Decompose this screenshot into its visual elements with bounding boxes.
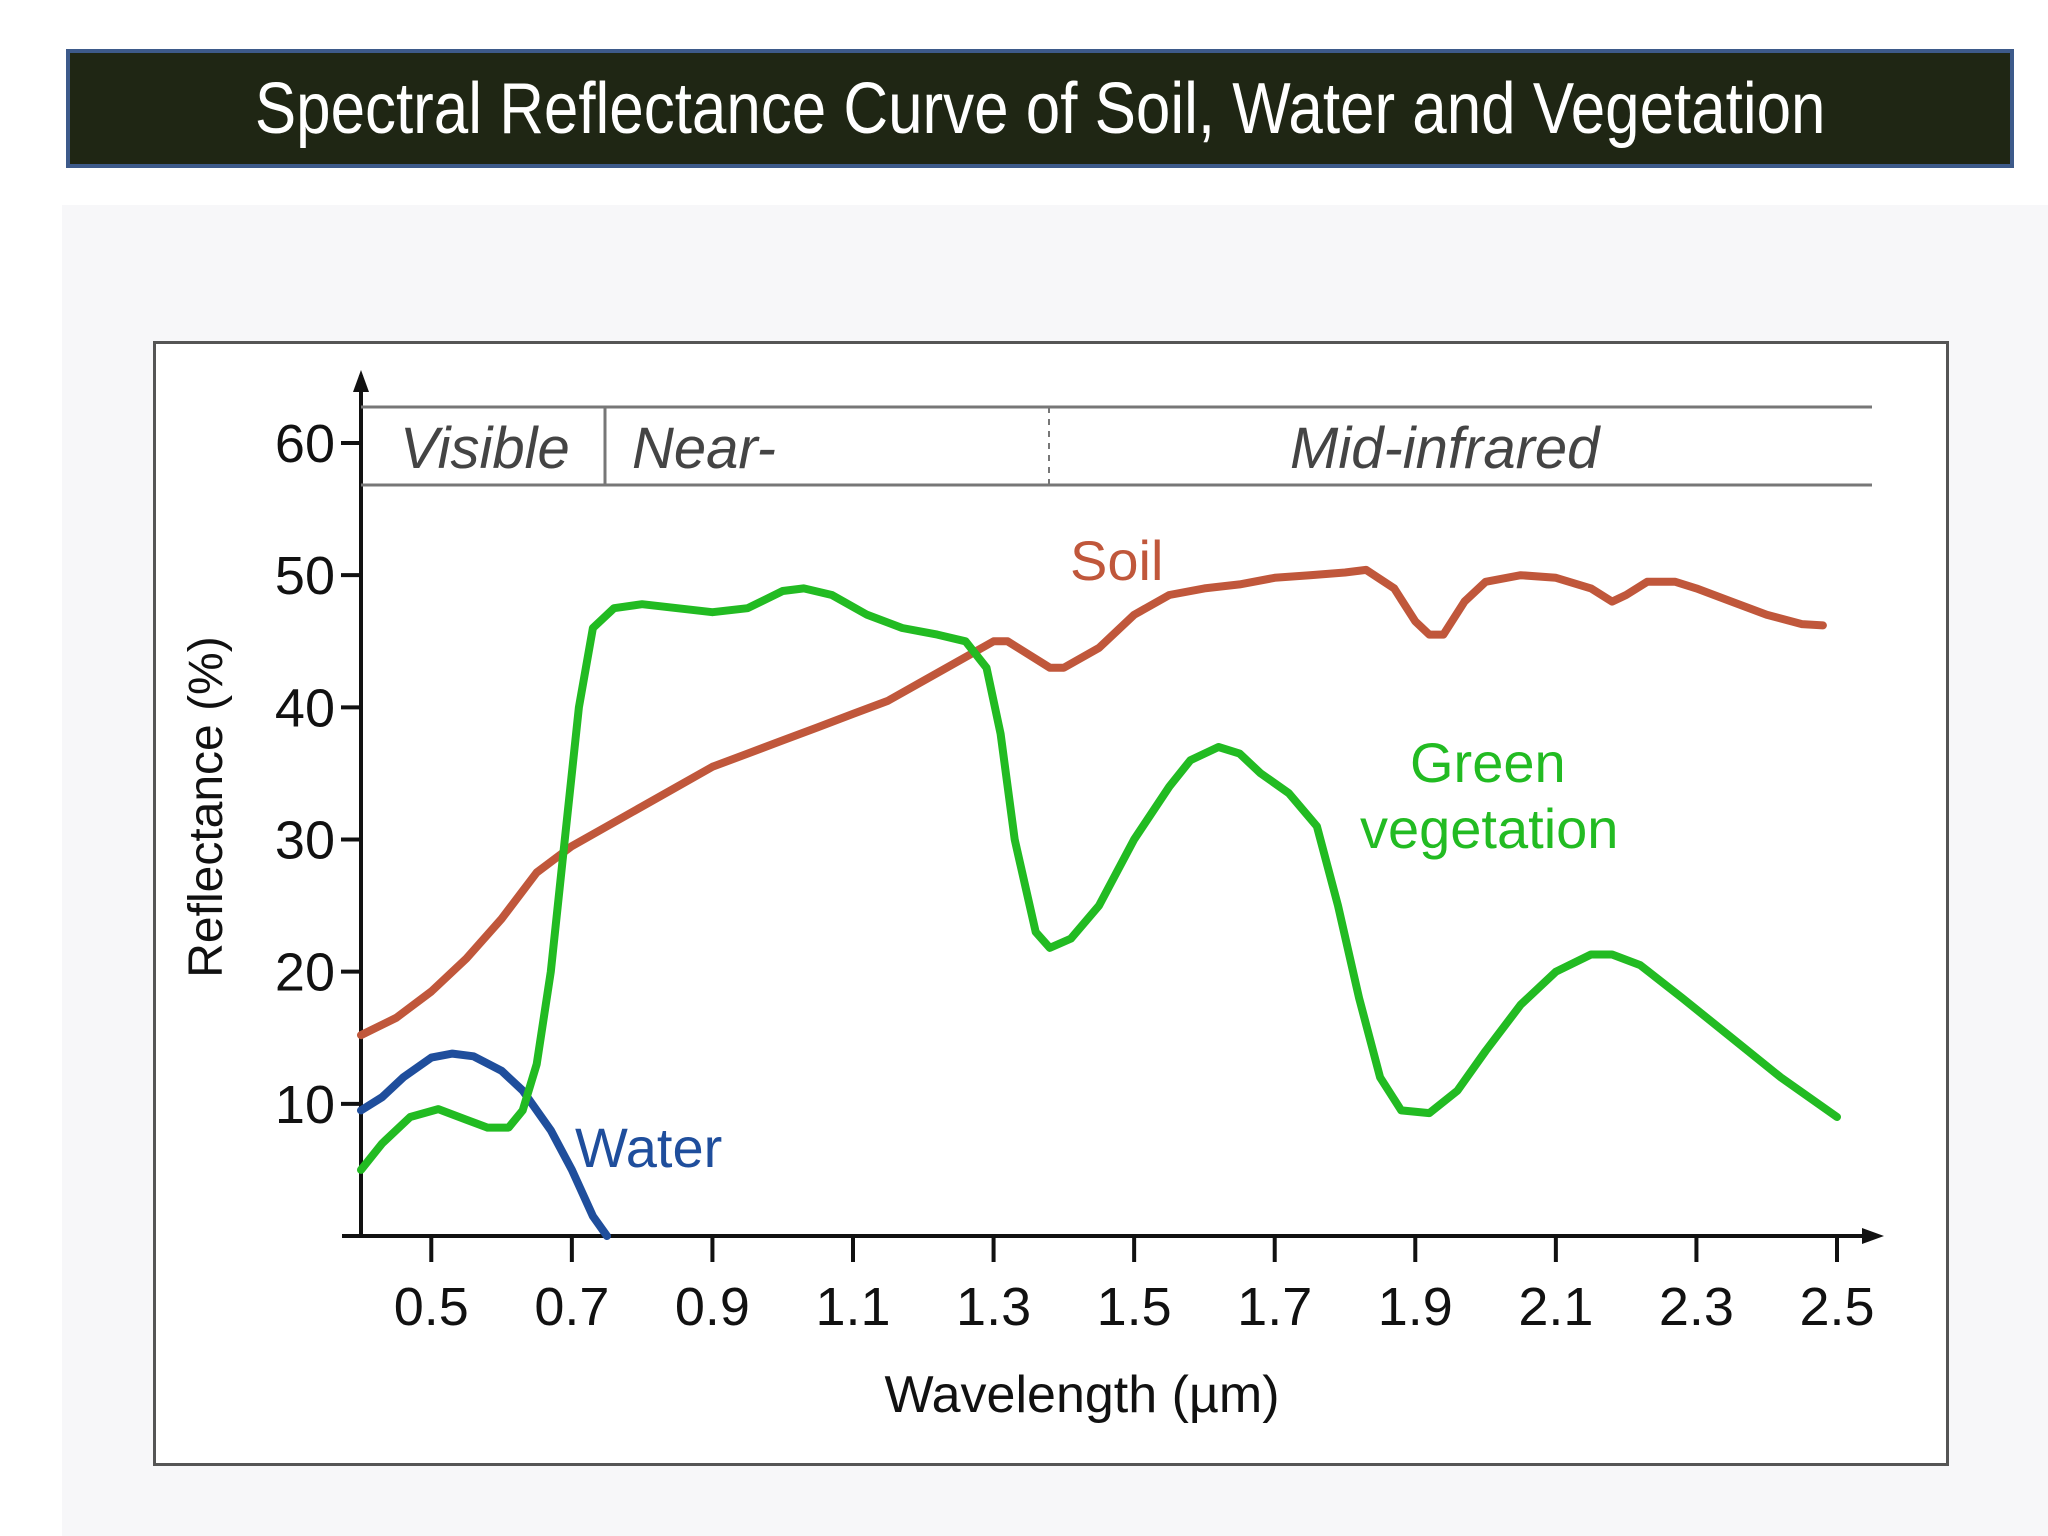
x-tick-label: 1.3: [956, 1277, 1031, 1337]
x-tick-label: 2.1: [1518, 1277, 1593, 1337]
title-bar: Spectral Reflectance Curve of Soil, Wate…: [66, 49, 2014, 168]
region-label-visible: Visible: [400, 416, 570, 481]
y-tick-label: 50: [275, 546, 335, 606]
x-tick-label: 1.1: [815, 1277, 890, 1337]
series-line-green-vegetation: [357, 584, 1841, 1174]
page-title: Spectral Reflectance Curve of Soil, Wate…: [254, 68, 1826, 149]
vegetation-annotation-line1: Green: [1410, 731, 1566, 794]
x-tick-label: 0.7: [534, 1277, 609, 1337]
series-line-soil: [357, 565, 1827, 1040]
x-tick-label: 1.7: [1237, 1277, 1312, 1337]
y-axis-title: Reflectance (%): [180, 636, 233, 977]
x-tick-label: 0.9: [675, 1277, 750, 1337]
x-tick-label: 2.3: [1659, 1277, 1734, 1337]
axis-ticks: 0.5 0.7 0.9 1.1 1.3 1.5 1.7 1.9 2.1 2.3 2.5 10 20 30 4…: [275, 414, 1875, 1337]
soil-annotation: Soil: [1070, 529, 1163, 592]
series-group: [357, 565, 1841, 1240]
chart-frame: [153, 341, 1949, 1466]
vegetation-annotation-line2: vegetation: [1360, 797, 1618, 860]
y-tick-label: 20: [275, 943, 335, 1003]
x-tick-label: 0.5: [394, 1277, 469, 1337]
region-label-near: Near-: [632, 416, 776, 481]
y-tick-label: 60: [275, 414, 335, 474]
x-axis-title: Wavelength (µm): [884, 1366, 1279, 1424]
series-line-water: [357, 1049, 611, 1240]
y-axis-arrow: [353, 370, 369, 392]
x-tick-label: 1.5: [1097, 1277, 1172, 1337]
y-tick-label: 30: [275, 811, 335, 871]
water-annotation: Water: [575, 1116, 722, 1179]
x-tick-label: 1.9: [1378, 1277, 1453, 1337]
region-label-mid-infrared: Mid-infrared: [1290, 416, 1601, 481]
x-tick-label: 2.5: [1799, 1277, 1874, 1337]
y-tick-label: 40: [275, 678, 335, 738]
x-axis-arrow: [1862, 1228, 1884, 1244]
y-tick-label: 10: [275, 1075, 335, 1135]
